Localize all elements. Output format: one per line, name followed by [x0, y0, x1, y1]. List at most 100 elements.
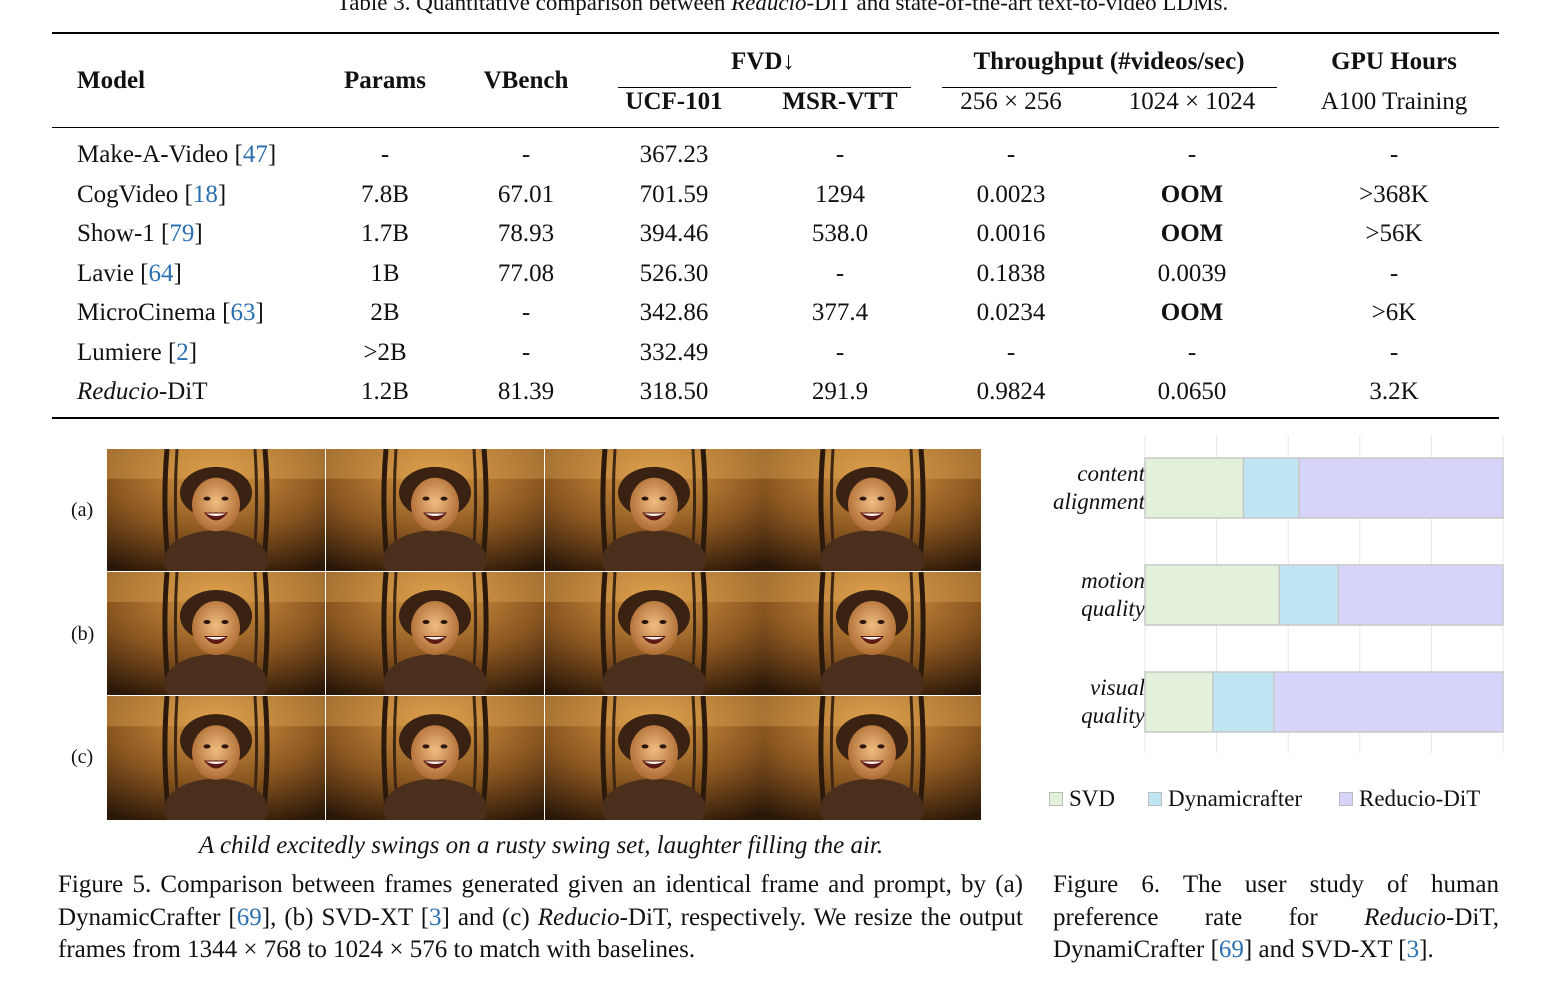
header-throughput-256: 256 × 256 — [960, 88, 1062, 115]
cell-params: 7.8B — [361, 181, 409, 208]
cell-throughput-1024: OOM — [1160, 299, 1224, 326]
row-label-c: (c) — [71, 746, 94, 768]
bar-labels: content alignment motion quality visual qua… — [1000, 430, 1145, 770]
cell-vbench: 78.93 — [497, 220, 555, 247]
citation-link[interactable]: 63 — [230, 299, 256, 326]
header-gpu-hours: GPU Hours — [1331, 48, 1457, 75]
bar-label-content-alignment: content alignment — [1053, 461, 1145, 514]
table-header-rule — [52, 127, 1499, 129]
citation-link[interactable]: 3 — [1406, 936, 1420, 963]
cell-params: 1.7B — [361, 220, 409, 247]
figure5-caption: Figure 5. Comparison between frames gene… — [58, 871, 1023, 963]
cell-throughput-256: - — [1006, 141, 1016, 168]
cell-ucf101: 342.86 — [639, 299, 709, 326]
citation-link[interactable]: 79 — [169, 220, 195, 247]
cell-throughput-1024: 0.0039 — [1157, 260, 1227, 287]
frame-image — [545, 696, 763, 820]
bar-segment-svd — [1144, 457, 1245, 519]
figure5-prompt: A child excitedly swings on a rusty swin… — [198, 832, 884, 859]
legend-swatch — [1339, 792, 1353, 806]
citation-link[interactable]: 69 — [1218, 936, 1244, 963]
cell-model: Lumiere [2] — [77, 339, 198, 366]
cell-model: Reducio-DiT — [77, 378, 208, 405]
cell-throughput-1024: OOM — [1160, 220, 1224, 247]
preference-chart — [1144, 435, 1504, 753]
table-top-rule — [52, 32, 1499, 34]
citation-link[interactable]: 47 — [242, 141, 268, 168]
cell-params: >2B — [363, 339, 407, 366]
bar-segment-dynamicrafter — [1212, 671, 1275, 733]
legend-item-reducio: Reducio-DiT — [1339, 786, 1480, 812]
fvd-subrule — [618, 87, 911, 88]
header-fvd: FVD↓ — [731, 48, 795, 75]
row-label-a: (a) — [71, 499, 94, 521]
cell-ucf101: 367.23 — [639, 141, 709, 168]
figure6-caption: Figure 6. The user study of human prefer… — [1053, 871, 1499, 963]
cell-params: 1B — [370, 260, 400, 287]
cell-model: Lavie [64] — [77, 260, 182, 287]
header-gpu-sub: A100 Training — [1320, 88, 1468, 115]
header-throughput: Throughput (#videos/sec) — [973, 48, 1245, 75]
header-vbench: VBench — [483, 67, 569, 94]
frame-image — [326, 449, 544, 571]
cell-msrvtt: - — [835, 339, 845, 366]
frame-image — [763, 572, 981, 695]
header-params: Params — [344, 67, 426, 94]
table-caption: Table 3. Quantitative comparison between… — [336, 0, 1229, 15]
legend-item-svd: SVD — [1049, 786, 1115, 812]
cell-msrvtt: - — [835, 260, 845, 287]
frame-image — [545, 572, 763, 695]
cell-ucf101: 701.59 — [639, 181, 709, 208]
frame-image — [107, 572, 325, 695]
cell-ucf101: 526.30 — [639, 260, 709, 287]
cell-vbench: 81.39 — [497, 378, 555, 405]
citation-link[interactable]: 3 — [429, 903, 442, 931]
cell-params: 2B — [370, 299, 400, 326]
frames-grid — [107, 449, 981, 820]
bar-segment-dynamicrafter — [1278, 564, 1340, 626]
cell-model: CogVideo [18] — [77, 181, 227, 208]
cell-msrvtt: 291.9 — [811, 378, 869, 405]
cell-vbench: - — [521, 299, 531, 326]
cell-msrvtt: 538.0 — [811, 220, 869, 247]
legend-item-dynamicrafter: Dynamicrafter — [1148, 786, 1302, 812]
header-msrvtt: MSR-VTT — [782, 88, 898, 115]
cell-gpu-hours: - — [1389, 339, 1399, 366]
citation-link[interactable]: 18 — [192, 181, 218, 208]
citation-link[interactable]: 64 — [148, 260, 174, 287]
cell-vbench: 77.08 — [497, 260, 555, 287]
cell-gpu-hours: >6K — [1371, 299, 1417, 326]
bar-segment-reducio-dit — [1298, 457, 1504, 519]
cell-throughput-1024: - — [1187, 339, 1197, 366]
bar-segment-dynamicrafter — [1242, 457, 1300, 519]
cell-ucf101: 332.49 — [639, 339, 709, 366]
cell-throughput-256: - — [1006, 339, 1016, 366]
bar-segment-svd — [1144, 564, 1280, 626]
bar-segment-svd — [1144, 671, 1214, 733]
bar-label-visual-quality: visual quality — [1081, 675, 1145, 728]
header-model: Model — [77, 67, 146, 94]
frame-image — [326, 696, 544, 820]
table-bottom-rule — [52, 417, 1499, 419]
header-ucf101: UCF-101 — [625, 88, 723, 115]
cell-throughput-256: 0.9824 — [976, 378, 1046, 405]
cell-msrvtt: - — [835, 141, 845, 168]
bar-segment-reducio-dit — [1273, 671, 1504, 733]
row-label-b: (b) — [71, 623, 95, 645]
frame-image — [107, 696, 325, 820]
cell-throughput-256: 0.0016 — [976, 220, 1046, 247]
frame-image — [763, 449, 981, 571]
cell-throughput-256: 0.0023 — [976, 181, 1046, 208]
cell-gpu-hours: - — [1389, 260, 1399, 287]
cell-gpu-hours: - — [1389, 141, 1399, 168]
cell-params: - — [380, 141, 390, 168]
cell-throughput-256: 0.0234 — [976, 299, 1046, 326]
citation-link[interactable]: 69 — [236, 903, 262, 931]
cell-vbench: - — [521, 141, 531, 168]
frame-image — [545, 449, 763, 571]
cell-gpu-hours: >368K — [1359, 181, 1429, 208]
cell-vbench: 67.01 — [497, 181, 555, 208]
bar-label-motion-quality: motion quality — [1081, 568, 1145, 621]
cell-msrvtt: 377.4 — [811, 299, 869, 326]
citation-link[interactable]: 2 — [176, 339, 189, 366]
